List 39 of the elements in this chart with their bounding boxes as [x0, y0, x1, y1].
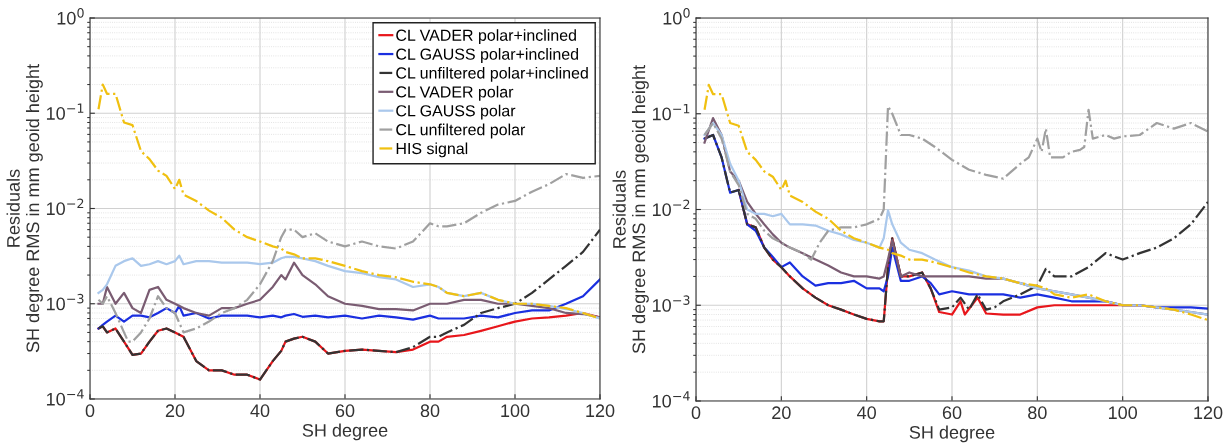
x-tick-label: 20	[772, 406, 791, 420]
legend-label: CL unfiltered polar+inclined	[396, 66, 588, 82]
y-tick-label: 10$^{−2}$	[46, 198, 84, 216]
line-series	[703, 105, 1208, 261]
x-tick-label: 80	[1028, 406, 1047, 420]
x-axis-title: SH degree	[302, 423, 388, 441]
line-series	[703, 83, 1208, 322]
x-tick-label: 80	[420, 404, 440, 418]
x-tick-label: 40	[857, 406, 876, 420]
x-tick-label: 120	[1194, 406, 1223, 420]
legend-label: CL VADER polar	[396, 85, 514, 101]
legend-label: CL GAUSS polar	[396, 104, 516, 120]
x-tick-label: 100	[501, 404, 530, 418]
y-tick-label: 10$^{−3}$	[46, 293, 84, 311]
legend-label: CL GAUSS polar+inclined	[396, 48, 579, 63]
y-tick-label: 10$^{0}$	[663, 8, 690, 25]
y-tick-label: 10$^{−4}$	[46, 389, 84, 406]
x-tick-label: 0	[85, 404, 95, 418]
x-axis-title: SH degree	[909, 425, 995, 443]
x-tick-label: 0	[691, 406, 701, 420]
legend-label: CL unfiltered polar	[396, 123, 526, 139]
legend-label: HIS signal	[396, 142, 468, 158]
legend-label: CL VADER polar+inclined	[396, 29, 576, 45]
line-series	[97, 278, 600, 330]
y-tick-label: 10$^{−1}$	[652, 104, 690, 121]
x-tick-label: 60	[942, 406, 962, 420]
x-tick-label: 100	[1108, 406, 1138, 420]
y-tick-label: 10$^{−4}$	[652, 391, 690, 408]
y-tick-label: 10$^{−2}$	[652, 199, 690, 217]
y-tick-label: 10$^{0}$	[57, 8, 84, 25]
y-axis-title: Residuals SH degree RMS in mm geoid height	[612, 65, 649, 354]
x-tick-label: 60	[335, 404, 355, 418]
x-tick-label: 20	[165, 404, 185, 418]
y-tick-label: 10$^{−3}$	[652, 295, 690, 312]
x-tick-label: 40	[250, 404, 270, 418]
line-series	[97, 172, 600, 343]
y-axis-title: Residuals SH degree RMS in mm geoid height	[6, 64, 43, 353]
x-tick-label: 120	[586, 404, 615, 418]
y-tick-label: 10$^{−1}$	[46, 103, 84, 120]
